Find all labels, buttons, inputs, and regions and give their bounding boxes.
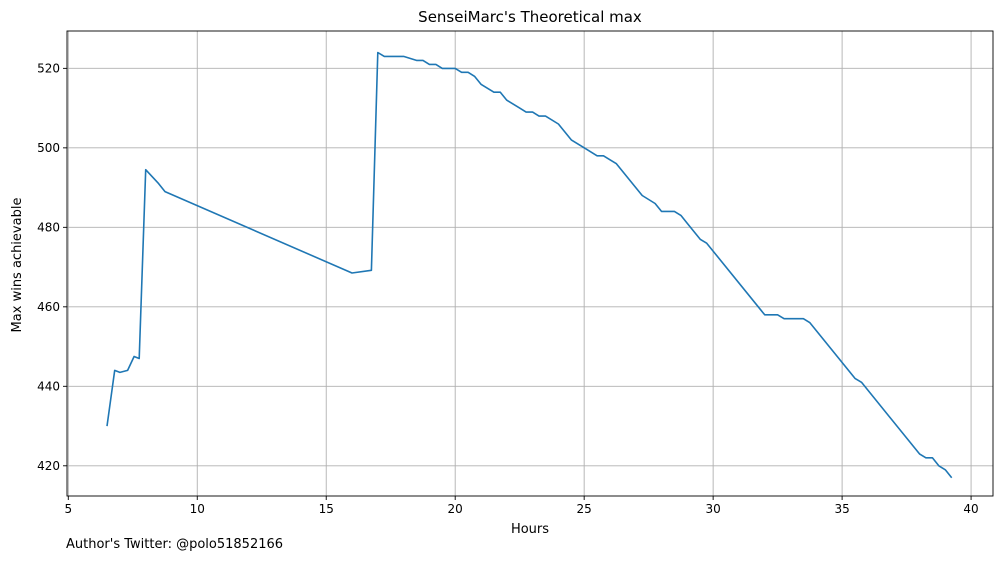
x-tick-label: 25 — [577, 502, 592, 516]
y-tick-label: 500 — [37, 141, 60, 155]
y-axis-label: Max wins achievable — [10, 198, 25, 333]
y-tick-label: 460 — [37, 300, 60, 314]
y-tick-label: 520 — [37, 61, 60, 75]
plot-frame — [66, 30, 994, 497]
ticks: 5 10 15 20 25 30 35 40 420 440 460 480 500 520 — [37, 61, 979, 516]
x-tick-label: 20 — [448, 502, 463, 516]
chart-title: SenseiMarc's Theoretical max — [418, 8, 642, 26]
x-tick-label: 40 — [963, 502, 978, 516]
x-tick-label: 30 — [705, 502, 720, 516]
y-tick-label: 480 — [37, 220, 60, 234]
x-tick-label: 15 — [319, 502, 334, 516]
y-tick-label: 440 — [37, 379, 60, 393]
x-axis-label: Hours — [511, 522, 549, 537]
x-tick-label: 5 — [64, 502, 72, 516]
series-line — [106, 51, 953, 479]
x-tick-label: 35 — [834, 502, 849, 516]
axes — [66, 30, 994, 497]
grid — [67, 31, 993, 496]
y-tick-label: 420 — [37, 459, 60, 473]
x-tick-label: 10 — [190, 502, 205, 516]
author-credit: Author's Twitter: @polo51852166 — [66, 537, 284, 552]
series-layer — [106, 51, 953, 479]
